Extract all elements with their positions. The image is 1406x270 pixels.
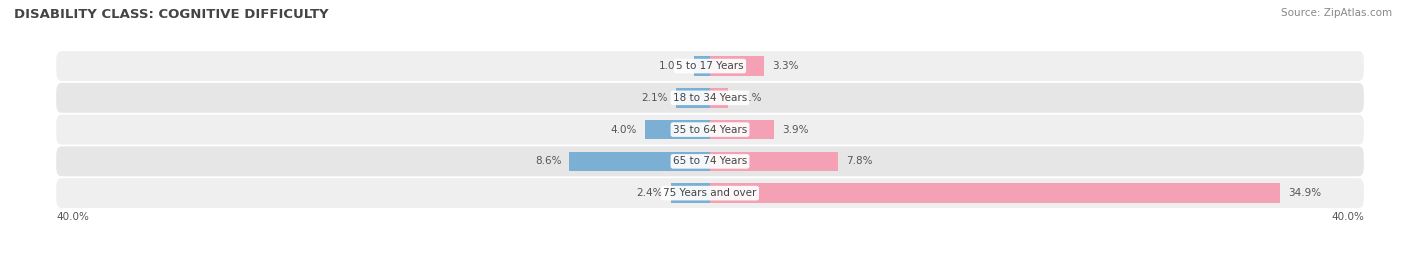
Bar	[676, 88, 710, 108]
FancyBboxPatch shape	[56, 83, 1364, 113]
Text: DISABILITY CLASS: COGNITIVE DIFFICULTY: DISABILITY CLASS: COGNITIVE DIFFICULTY	[14, 8, 329, 21]
Text: 3.9%: 3.9%	[782, 124, 808, 135]
Bar	[710, 88, 728, 108]
Text: 34.9%: 34.9%	[1289, 188, 1322, 198]
Text: 18 to 34 Years: 18 to 34 Years	[673, 93, 747, 103]
Text: 2.1%: 2.1%	[641, 93, 668, 103]
FancyBboxPatch shape	[56, 178, 1364, 208]
Text: 3.3%: 3.3%	[772, 61, 799, 71]
FancyBboxPatch shape	[56, 115, 1364, 144]
Bar	[710, 56, 763, 76]
Bar	[710, 151, 838, 171]
Text: 65 to 74 Years: 65 to 74 Years	[673, 156, 747, 166]
Bar	[671, 183, 710, 203]
Text: 5 to 17 Years: 5 to 17 Years	[676, 61, 744, 71]
Bar	[693, 56, 710, 76]
Text: 75 Years and over: 75 Years and over	[664, 188, 756, 198]
Bar	[710, 120, 773, 139]
Text: 2.4%: 2.4%	[636, 188, 662, 198]
Bar	[710, 183, 1281, 203]
Text: 4.0%: 4.0%	[610, 124, 637, 135]
Text: 1.1%: 1.1%	[737, 93, 762, 103]
Text: 8.6%: 8.6%	[534, 156, 561, 166]
FancyBboxPatch shape	[56, 51, 1364, 81]
FancyBboxPatch shape	[56, 146, 1364, 176]
Text: 35 to 64 Years: 35 to 64 Years	[673, 124, 747, 135]
Bar	[569, 151, 710, 171]
Text: Source: ZipAtlas.com: Source: ZipAtlas.com	[1281, 8, 1392, 18]
Text: 1.0%: 1.0%	[659, 61, 686, 71]
Bar	[644, 120, 710, 139]
Text: 40.0%: 40.0%	[56, 212, 89, 222]
Text: 40.0%: 40.0%	[1331, 212, 1364, 222]
Text: 7.8%: 7.8%	[845, 156, 872, 166]
